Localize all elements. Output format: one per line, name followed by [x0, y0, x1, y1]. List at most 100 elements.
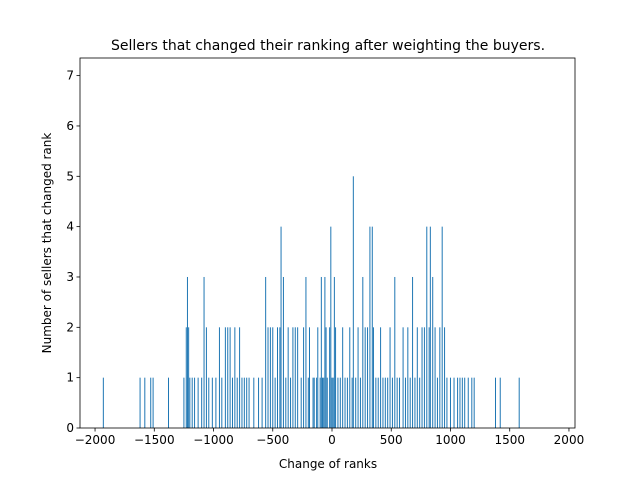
bar [323, 377, 325, 428]
bar [150, 377, 152, 428]
bar [367, 327, 369, 428]
y-tick-label: 7 [66, 69, 74, 83]
bar [246, 377, 248, 428]
bar [453, 377, 455, 428]
bar [359, 377, 361, 428]
bar [201, 377, 203, 428]
bar [248, 377, 250, 428]
bar [362, 276, 364, 428]
bar [197, 377, 199, 428]
bar [333, 276, 335, 428]
bar [102, 377, 104, 428]
bar [305, 276, 307, 428]
bar [436, 377, 438, 428]
x-axis-label: Change of ranks [279, 457, 377, 471]
bar [428, 327, 430, 428]
bar [229, 327, 231, 428]
bars [102, 176, 520, 428]
bar [292, 327, 294, 428]
bar [231, 377, 233, 428]
bar [329, 327, 331, 428]
bar [495, 377, 497, 428]
bar [349, 327, 351, 428]
bar [303, 327, 305, 428]
bar [322, 377, 324, 428]
bar [473, 377, 475, 428]
bar [382, 377, 384, 428]
bar [320, 276, 322, 428]
bar [211, 377, 213, 428]
bar [236, 377, 238, 428]
bar [499, 377, 501, 428]
bar [407, 327, 409, 428]
bar [459, 377, 461, 428]
bar [396, 377, 398, 428]
bar [297, 327, 299, 428]
bar [467, 377, 469, 428]
bar [280, 226, 282, 428]
bar [330, 226, 332, 428]
y-tick-label: 4 [66, 220, 74, 234]
bar [287, 327, 289, 428]
x-tick-label: −1000 [193, 433, 234, 447]
bar [337, 377, 339, 428]
x-tick-label: −1500 [134, 433, 175, 447]
bar [416, 327, 418, 428]
x-tick-label: −2000 [75, 433, 116, 447]
bar [331, 377, 333, 428]
y-tick-label: 3 [66, 270, 74, 284]
bar [449, 377, 451, 428]
x-tick-label: 500 [380, 433, 403, 447]
bar [423, 327, 425, 428]
bar [414, 377, 416, 428]
bar [189, 377, 191, 428]
bar [191, 377, 193, 428]
bar [409, 377, 411, 428]
x-tick-label: 0 [328, 433, 336, 447]
bar [326, 377, 328, 428]
y-tick-label: 1 [66, 371, 74, 385]
bar [375, 377, 377, 428]
bar [351, 377, 353, 428]
bar [274, 377, 276, 428]
bar [194, 377, 196, 428]
bar [227, 327, 229, 428]
bar [342, 327, 344, 428]
bar [371, 226, 373, 428]
x-tick-label: 1000 [435, 433, 466, 447]
bar [267, 327, 269, 428]
x-tick-label: 1500 [494, 433, 525, 447]
bar [426, 226, 428, 428]
bar [446, 377, 448, 428]
bar [316, 377, 318, 428]
bar [439, 327, 441, 428]
axes-frame [79, 57, 576, 429]
y-tick-label: 6 [66, 119, 74, 133]
bar [308, 327, 310, 428]
bar [444, 327, 446, 428]
bar [215, 377, 217, 428]
bar [183, 377, 185, 428]
bar [277, 327, 279, 428]
bar [285, 377, 287, 428]
bar [152, 377, 154, 428]
bar [471, 377, 473, 428]
bar [464, 377, 466, 428]
bar [261, 377, 263, 428]
bar [344, 377, 346, 428]
bar [294, 327, 296, 428]
bar [139, 377, 141, 428]
bar [391, 377, 393, 428]
bar [224, 327, 226, 428]
bar [208, 377, 210, 428]
bar [429, 226, 431, 428]
bar [461, 377, 463, 428]
bar [399, 377, 401, 428]
bar [313, 377, 315, 428]
bar [352, 176, 354, 428]
bar [282, 276, 284, 428]
bar [432, 276, 434, 428]
bar [441, 226, 443, 428]
bar [346, 377, 348, 428]
